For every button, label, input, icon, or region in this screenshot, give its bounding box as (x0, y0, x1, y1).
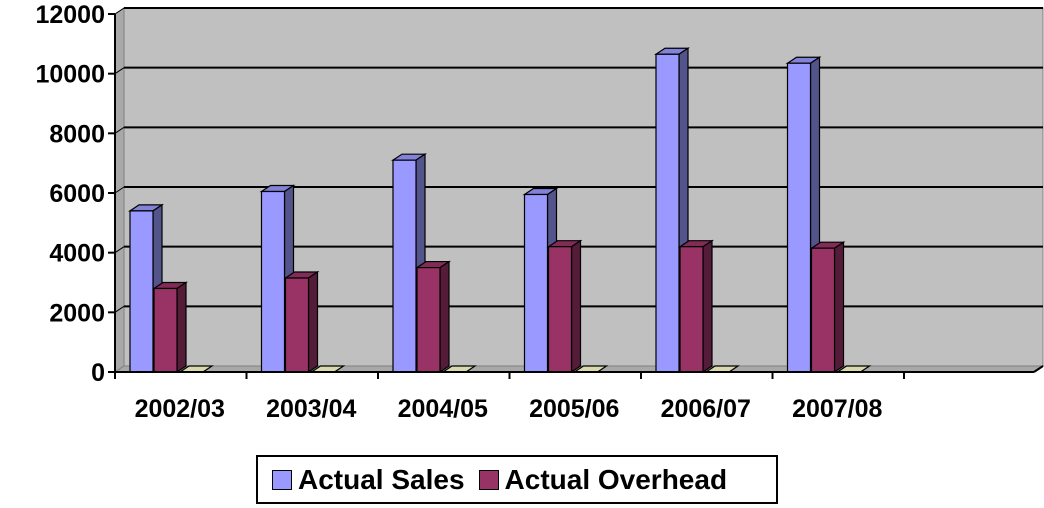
bar-1-5 (809, 241, 846, 374)
gridline-side-12000 (114, 7, 125, 15)
legend-label-actual-overhead: Actual Overhead (504, 463, 728, 495)
bar-side-1-5 (833, 241, 845, 374)
bar-1-1 (283, 270, 320, 374)
y-tick-label-8000: 8000 (49, 120, 105, 148)
x-tick-labels: 2002/03 2003/04 2004/05 2005/06 2006/07 2007/… (135, 395, 883, 423)
bar-side-1-4 (702, 239, 713, 374)
gridline-side-8000 (114, 126, 125, 134)
y-tick-label-12000: 12000 (35, 1, 105, 29)
bar-front-0-4 (655, 53, 680, 373)
y-tick-labels: 0 2000 4000 6000 8000 10000 12000 (35, 1, 105, 387)
bar-front-1-3 (547, 246, 573, 373)
bar-side-1-3 (570, 239, 582, 374)
x-tick-label-4: 2006/07 (661, 395, 751, 423)
bar-1-4 (678, 239, 714, 374)
bar-0-5 (785, 56, 822, 374)
bar-front-0-3 (523, 193, 549, 373)
bar-side-1-2 (439, 260, 450, 374)
bar-front-0-2 (392, 159, 417, 373)
legend-label-actual-sales: Actual Sales (298, 463, 465, 495)
gridline-side-10000 (114, 67, 125, 75)
bar-front-0-1 (260, 190, 286, 373)
x-tick-label-2: 2004/05 (398, 395, 488, 423)
legend-item-actual-sales: Actual Sales (272, 464, 465, 496)
bar-1-0 (152, 281, 188, 374)
gridline-side-2000 (114, 305, 125, 313)
bar-front-1-4 (679, 246, 704, 373)
y-tick-label-6000: 6000 (49, 180, 105, 208)
legend-item-actual-overhead: Actual Overhead (478, 463, 728, 496)
bar-front-1-1 (284, 277, 310, 373)
y-tick-label-0: 0 (91, 359, 105, 387)
x-tick-label-0: 2002/03 (135, 395, 225, 423)
gridline-side-4000 (114, 246, 125, 254)
x-tick-label-5: 2007/08 (792, 395, 882, 423)
y-tick-label-4000: 4000 (49, 240, 105, 268)
bar-front-1-5 (810, 247, 836, 373)
y-tick-label-2000: 2000 (49, 299, 105, 327)
bars (128, 47, 872, 374)
bar-front-0-5 (786, 62, 812, 373)
legend: Actual Sales Actual Overhead (256, 455, 778, 504)
x-axis-end (1033, 365, 1044, 373)
y-tick-label-10000: 10000 (35, 61, 105, 89)
bar-1-2 (415, 260, 451, 374)
bar-front-1-0 (153, 287, 178, 373)
x-tick-label-1: 2003/04 (266, 395, 356, 423)
bar-side-1-0 (176, 281, 187, 374)
x-tick-label-3: 2005/06 (529, 395, 619, 423)
bar-side-1-1 (307, 270, 319, 374)
bar-front-0-0 (129, 210, 154, 373)
legend-swatch-actual-overhead (478, 469, 499, 490)
bar-1-3 (546, 239, 583, 374)
axes (108, 13, 1044, 379)
bar-front-1-2 (416, 266, 441, 373)
gridline-side-6000 (114, 186, 125, 194)
legend-swatch-actual-sales (272, 469, 292, 490)
